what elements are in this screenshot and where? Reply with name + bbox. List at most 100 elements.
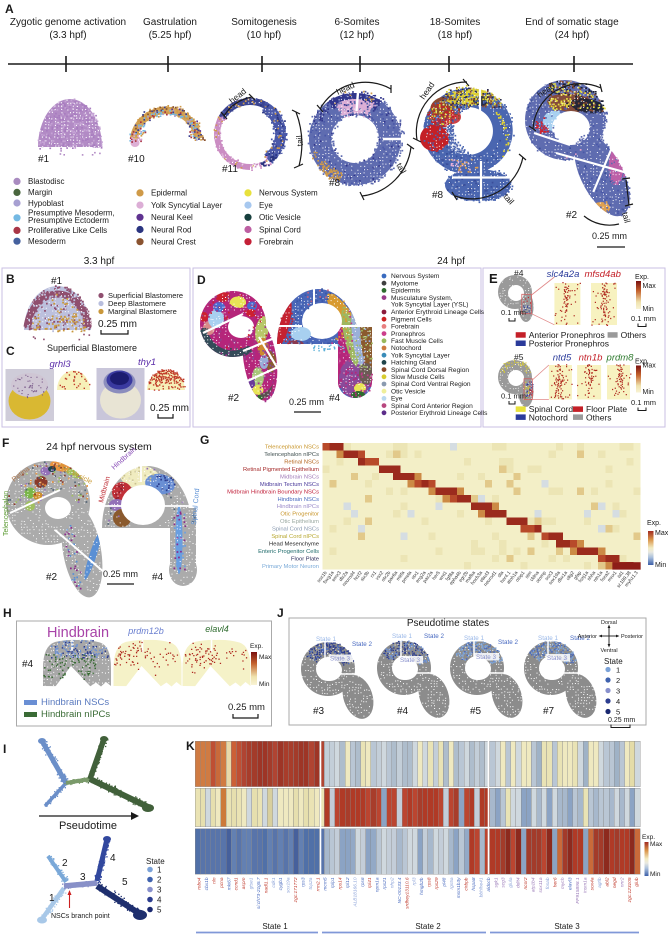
svg-text:pcna: pcna [220, 877, 225, 889]
svg-text:State 3: State 3 [554, 922, 580, 931]
svg-text:Yolk Syncytial Layer (YSL): Yolk Syncytial Layer (YSL) [391, 302, 468, 309]
svg-text:fosab: fosab [545, 877, 551, 889]
svg-text:2: 2 [62, 858, 68, 869]
svg-text:Retinal Pigmented Epithelium: Retinal Pigmented Epithelium [243, 467, 319, 473]
svg-text:3: 3 [616, 687, 620, 696]
svg-text:Hindbrain NSCs: Hindbrain NSCs [41, 697, 109, 708]
svg-text:Exp.: Exp. [642, 834, 655, 841]
svg-text:#1: #1 [51, 276, 63, 287]
svg-text:1: 1 [49, 893, 55, 904]
svg-text:sox3: sox3 [544, 570, 555, 582]
svg-text:J: J [277, 606, 284, 620]
svg-text:rpl41: rpl41 [367, 877, 373, 888]
svg-text:Deep Blastomere: Deep Blastomere [108, 299, 166, 308]
svg-text:Mesoderm: Mesoderm [28, 237, 66, 246]
svg-text:3: 3 [80, 872, 86, 883]
svg-text:rps14: rps14 [338, 877, 344, 889]
svg-text:Min: Min [650, 871, 661, 878]
svg-text:State: State [604, 657, 623, 666]
svg-text:24 hpf: 24 hpf [437, 256, 465, 267]
svg-text:A: A [5, 2, 14, 16]
svg-text:stm: stm [524, 570, 533, 580]
svg-text:Presumptive Ectoderm: Presumptive Ectoderm [28, 216, 109, 225]
svg-text:atp1b4: atp1b4 [530, 877, 536, 892]
svg-text:Max: Max [259, 654, 272, 661]
svg-text:cbx1b: cbx1b [204, 877, 210, 890]
svg-text:Exp.: Exp. [635, 274, 649, 281]
svg-text:5: 5 [122, 877, 128, 888]
svg-text:Otic Epithelium: Otic Epithelium [280, 519, 319, 525]
svg-text:Epidermal: Epidermal [151, 189, 187, 198]
svg-text:Others: Others [586, 412, 612, 422]
svg-text:rrm2.1: rrm2.1 [315, 877, 321, 891]
svg-text:top2a: top2a [308, 877, 314, 889]
svg-text:#2: #2 [228, 393, 240, 404]
svg-text:Blastodisc: Blastodisc [28, 177, 64, 186]
svg-text:Primary Motor Neuron: Primary Motor Neuron [262, 564, 319, 570]
svg-text:(10 hpf): (10 hpf) [247, 30, 281, 41]
svg-text:C: C [6, 344, 15, 358]
svg-text:NC-00133.4: NC-00133.4 [397, 877, 403, 903]
svg-text:Spinal Cord Ventral Region: Spinal Cord Ventral Region [391, 381, 471, 388]
svg-text:rplp1: rplp1 [330, 877, 336, 888]
svg-text:Hindbrain: Hindbrain [47, 625, 109, 641]
svg-text:Hindbrain nIPCs: Hindbrain nIPCs [41, 709, 110, 720]
svg-text:2: 2 [157, 876, 162, 885]
svg-text:Presumptive Mesoderm,: Presumptive Mesoderm, [28, 208, 115, 217]
svg-text:#8: #8 [329, 178, 341, 189]
svg-text:Hypoblast: Hypoblast [28, 199, 64, 208]
svg-text:State 1: State 1 [538, 635, 558, 642]
svg-text:her6: her6 [553, 877, 559, 887]
svg-text:State 3: State 3 [330, 656, 350, 663]
svg-text:six3b: six3b [359, 570, 371, 583]
svg-text:cirbpb: cirbpb [464, 877, 470, 890]
svg-text:0.1 mm: 0.1 mm [631, 314, 656, 323]
svg-text:Midbrain Hindbrain Boundary NS: Midbrain Hindbrain Boundary NSCs [227, 489, 319, 495]
svg-text:elavl3: elavl3 [567, 877, 573, 890]
svg-text:Hatching Gland: Hatching Gland [391, 360, 437, 367]
svg-text:4: 4 [616, 697, 620, 706]
svg-text:gfap: gfap [573, 570, 584, 581]
svg-text:State 1: State 1 [464, 635, 484, 642]
svg-text:hspa8: hspa8 [471, 877, 477, 890]
svg-text:24 hpf nervous system: 24 hpf nervous system [46, 441, 152, 453]
svg-text:State 2: State 2 [415, 922, 441, 931]
svg-text:0.25 mm: 0.25 mm [150, 403, 189, 414]
svg-text:Pseudotime states: Pseudotime states [407, 618, 489, 629]
svg-text:Nervous System: Nervous System [259, 189, 318, 198]
svg-text:Neural Crest: Neural Crest [151, 238, 197, 247]
svg-text:mki67: mki67 [226, 877, 232, 890]
svg-text:rpl3: rpl3 [412, 877, 418, 885]
svg-text:Posterior Erythroid Lineage Ce: Posterior Erythroid Lineage Cells [391, 410, 488, 417]
svg-text:gtse1: gtse1 [249, 877, 255, 889]
svg-text:agtlb: agtlb [597, 877, 603, 888]
svg-text:ccnd1: ccnd1 [234, 877, 240, 890]
svg-text:bbhlhe41: bbhlhe41 [478, 877, 484, 897]
svg-text:Spinal Cord nIPCs: Spinal Cord nIPCs [271, 534, 319, 540]
svg-text:prdm12b: prdm12b [127, 626, 164, 636]
svg-text:Otic Vesicle: Otic Vesicle [391, 388, 426, 395]
svg-text:5: 5 [616, 708, 620, 717]
svg-text:aldocb: aldocb [486, 877, 492, 891]
svg-text:FP915898.1: FP915898.1 [575, 877, 581, 903]
svg-text:State 2: State 2 [570, 635, 590, 642]
svg-text:zgc:171772: zgc:171772 [293, 877, 299, 903]
svg-text:State 1: State 1 [316, 636, 336, 643]
svg-text:Forebrain: Forebrain [391, 324, 420, 331]
svg-text:slc4a2a: slc4a2a [547, 269, 580, 280]
svg-text:nhp2: nhp2 [389, 877, 395, 888]
svg-text:Telencephalon NSCs: Telencephalon NSCs [265, 445, 319, 451]
svg-text:ddit4: ddit4 [516, 877, 522, 888]
svg-text:nadl1.1: nadl1.1 [263, 877, 269, 893]
svg-text:sox11a: sox11a [538, 877, 544, 892]
svg-text:grhl3: grhl3 [49, 359, 71, 370]
svg-text:msm1b3y: msm1b3y [456, 877, 462, 898]
svg-text:Max: Max [643, 283, 657, 290]
svg-text:3.3 hpf: 3.3 hpf [84, 256, 115, 267]
svg-text:Pronephros: Pronephros [391, 331, 426, 338]
svg-text:Enteric Progenitor Cells: Enteric Progenitor Cells [258, 549, 319, 555]
svg-text:cygb1: cygb1 [278, 877, 284, 890]
svg-text:negd: negd [612, 877, 618, 888]
svg-text:2: 2 [616, 676, 620, 685]
svg-text:vsx2: vsx2 [374, 570, 385, 582]
